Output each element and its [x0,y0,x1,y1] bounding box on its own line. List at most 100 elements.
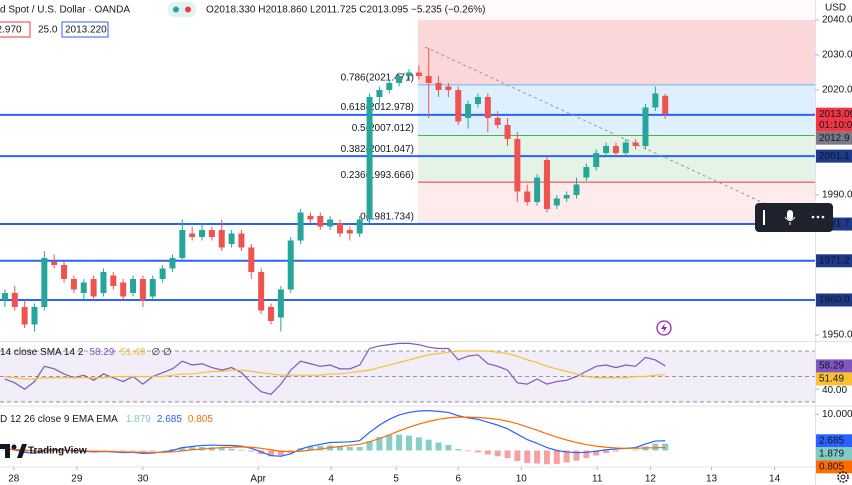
y-tick-label: 10.000 [822,409,852,420]
histogram-bar [425,439,432,451]
candle-body [90,278,97,297]
legend-name: D 12 26 close 9 EMA EMA [0,414,118,425]
histogram-bar [307,446,314,451]
legend-value: 51.49 [120,347,145,358]
histogram-bar [405,435,412,451]
candle-body [494,117,501,125]
badge: 12.970 [0,25,22,36]
histogram-bar [583,450,590,459]
gear-center [840,474,846,480]
value-label: 1960.0 [819,295,850,306]
icon-bolt [661,323,667,333]
histogram-bar [1,449,8,451]
histogram-bar [534,450,541,464]
candle-body [603,145,610,153]
histogram-bar [504,450,511,459]
histogram-bar [248,450,255,452]
candle-body [593,152,600,167]
mic-icon[interactable] [787,210,793,220]
y-tick-label: 2020.0 [822,85,852,96]
value-box [816,460,852,474]
candle-body [100,271,107,293]
histogram-bar [494,450,501,457]
histogram-bar [149,450,156,452]
settings-icon[interactable] [837,471,849,483]
candle-body [465,103,472,118]
candle-body [317,215,324,227]
badge: 25.0 [38,25,58,36]
legend: 14 close SMA 14 2 58.29 51.49 ∅ ∅ [0,347,172,358]
candle-body [612,145,619,153]
y-tick-label: 40.00 [822,385,847,396]
candle-body [336,222,343,234]
y-tick-label: 2040.0 [822,15,852,26]
candle-body [80,282,87,293]
gear[interactable] [837,471,849,483]
candle-body [268,306,275,321]
histogram-bar [593,450,600,456]
histogram-bar [31,450,38,454]
value-box [816,107,852,132]
histogram-bar [484,450,491,455]
candle-body [159,268,166,279]
histogram-bar [336,446,343,451]
candle-body [1,292,8,300]
y-tick-label: 1950.0 [822,330,852,341]
histogram-bar [189,447,196,451]
histogram-bar [317,445,324,451]
candle-body [218,229,225,248]
histogram-bar [524,450,531,464]
y-tick-label: 1990.0 [822,190,852,201]
candle-body [553,198,560,206]
fib-label: 0.5(2007.012) [352,123,414,134]
candle-body [573,184,580,195]
candle-body [514,138,521,192]
candle-body [622,142,629,153]
value-label: 1.879 [819,448,844,459]
value-label: 51.49 [819,374,844,385]
histogram-bar [21,450,28,453]
candle-body [139,278,146,300]
status-badge [168,2,196,17]
candle-body [149,278,156,297]
histogram-bar [218,448,225,451]
candle-body [425,75,432,83]
value-box [816,359,852,373]
trend-line [424,46,769,206]
legend-name: 14 close SMA 14 2 [0,347,84,358]
badge-dot [173,6,179,13]
histogram-bar [277,450,284,456]
countdown: 01:10:0 [819,120,852,131]
value-box [816,149,852,163]
menu-dot [821,215,825,219]
value-label: 2012.9 [819,133,850,144]
candle-body [642,107,649,146]
candle-body [396,75,403,83]
lightning-icon[interactable] [656,320,672,336]
fib-label: 0.618(2012.978) [341,102,414,113]
histogram-bar [573,450,580,461]
menu-dot[interactable] [811,215,815,219]
candle-body [534,177,541,202]
candle-body [652,93,659,108]
y-tick-label: 2030.0 [822,50,852,61]
fib-zone [418,84,815,115]
x-tick-label: 4 [328,474,334,485]
candle-body [386,82,393,90]
candle-body [484,96,491,118]
candle-body [248,247,255,272]
logo-part [0,444,10,458]
value-box [816,131,852,145]
fib-label: 0.382(2001.047) [341,144,414,155]
histogram-bar [386,434,393,451]
logo-part [17,444,27,458]
legend-value: 2.685 [157,414,182,425]
mic-overlay[interactable] [755,203,833,232]
candle-body [356,219,363,234]
histogram-bar [415,437,422,451]
candle-body [307,215,314,220]
candle-body [238,233,245,248]
candle-body [524,191,531,202]
